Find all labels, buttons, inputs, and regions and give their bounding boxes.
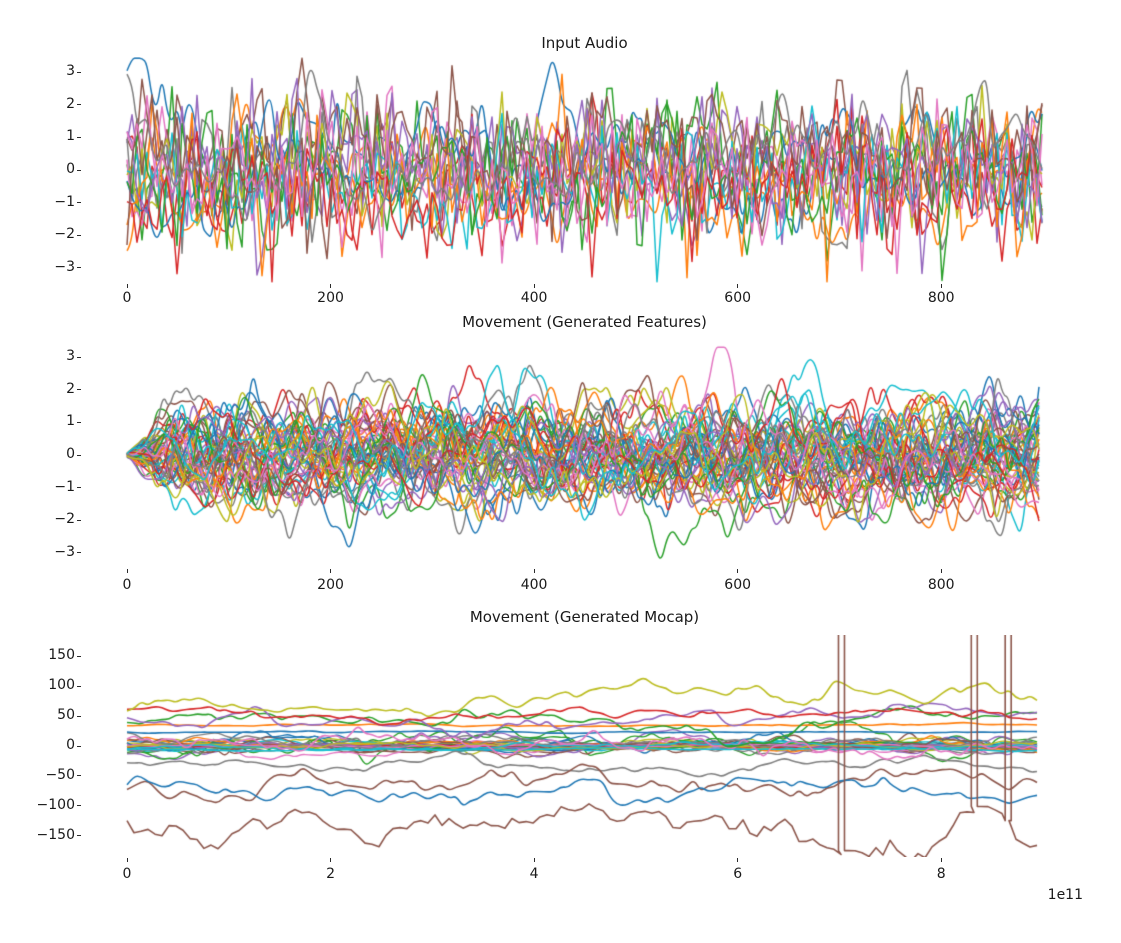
x-tick-mark — [533, 284, 535, 288]
x-tick-mark — [737, 569, 739, 573]
y-tick-label: 0 — [66, 737, 75, 753]
y-tick-label: 2 — [66, 380, 75, 397]
x-tick-mark — [940, 284, 942, 288]
x-tick-label: 0 — [122, 577, 132, 593]
x-tick-label: 800 — [927, 290, 955, 306]
x-tick-label: 200 — [317, 290, 344, 306]
y-tick-label: −1 — [54, 193, 75, 210]
x-tick-mark — [533, 858, 535, 862]
y-tick-label: 3 — [66, 348, 75, 365]
y-tick-label: 50 — [57, 707, 75, 724]
x-tick-label: 200 — [317, 577, 344, 593]
y-tick-mark — [77, 389, 81, 391]
y-tick-label: 100 — [48, 677, 75, 694]
y-tick-label: 2 — [66, 95, 75, 112]
y-tick-mark — [77, 487, 81, 489]
input-audio-lines-canvas — [81, 57, 1088, 283]
y-tick-label: −2 — [54, 226, 75, 243]
y-tick-mark — [77, 104, 81, 106]
generated-mocap-lines-canvas — [81, 635, 1088, 857]
y-tick-mark — [77, 71, 81, 73]
x-tick-label: 400 — [520, 577, 548, 593]
x-tick-mark — [737, 858, 739, 862]
x-tick-mark — [330, 569, 332, 573]
y-tick-mark — [77, 835, 81, 837]
y-tick-label: 1 — [66, 128, 75, 145]
y-tick-mark — [77, 519, 81, 521]
x-tick-mark — [330, 858, 332, 862]
x-tick-mark — [126, 569, 128, 573]
y-tick-mark — [77, 136, 81, 138]
y-tick-label: 1 — [66, 413, 75, 430]
y-tick-mark — [77, 775, 81, 777]
x-tick-label: 4 — [529, 866, 539, 882]
x-tick-label: 800 — [927, 577, 955, 593]
y-tick-mark — [77, 202, 81, 204]
generated-features-lines-canvas — [81, 342, 1088, 568]
plot-title-input-audio: Input Audio — [541, 34, 628, 52]
y-tick-label: −3 — [54, 543, 75, 560]
x-tick-label: 0 — [122, 290, 132, 306]
y-tick-label: −50 — [45, 766, 75, 783]
plot-title-generated-mocap: Movement (Generated Mocap) — [469, 608, 700, 626]
y-tick-mark — [77, 356, 81, 358]
x-tick-label: 2 — [326, 866, 335, 882]
y-tick-label: 0 — [66, 446, 75, 462]
x-tick-mark — [940, 858, 942, 862]
x-tick-label: 600 — [724, 577, 752, 593]
y-tick-label: −3 — [54, 258, 75, 275]
x-tick-mark — [126, 284, 128, 288]
x-tick-label: 400 — [520, 290, 548, 306]
x-tick-mark — [126, 858, 128, 862]
y-tick-mark — [77, 685, 81, 687]
y-tick-label: −150 — [36, 826, 75, 843]
y-tick-mark — [77, 745, 81, 747]
plot-title-generated-features: Movement (Generated Features) — [462, 313, 707, 331]
x-tick-mark — [330, 284, 332, 288]
x-tick-label: 6 — [733, 866, 743, 882]
y-tick-mark — [77, 421, 81, 423]
y-tick-label: 0 — [66, 161, 75, 177]
x-tick-label: 600 — [724, 290, 752, 306]
y-tick-mark — [77, 715, 81, 717]
y-tick-mark — [77, 267, 81, 269]
y-tick-label: 150 — [48, 647, 75, 664]
x-tick-mark — [737, 284, 739, 288]
y-tick-mark — [77, 552, 81, 554]
x-tick-label: 0 — [122, 866, 132, 882]
y-tick-mark — [77, 454, 81, 456]
x-tick-mark — [940, 569, 942, 573]
x-tick-label: 8 — [936, 866, 946, 882]
y-tick-label: −2 — [54, 511, 75, 528]
y-tick-mark — [77, 805, 81, 807]
y-tick-label: 3 — [66, 63, 75, 80]
x-tick-mark — [533, 569, 535, 573]
y-tick-label: −100 — [36, 796, 75, 813]
y-tick-mark — [77, 169, 81, 171]
y-tick-mark — [77, 655, 81, 657]
y-tick-mark — [77, 234, 81, 236]
x-axis-offset-label: 1e11 — [1047, 887, 1083, 903]
y-tick-label: −1 — [54, 478, 75, 495]
